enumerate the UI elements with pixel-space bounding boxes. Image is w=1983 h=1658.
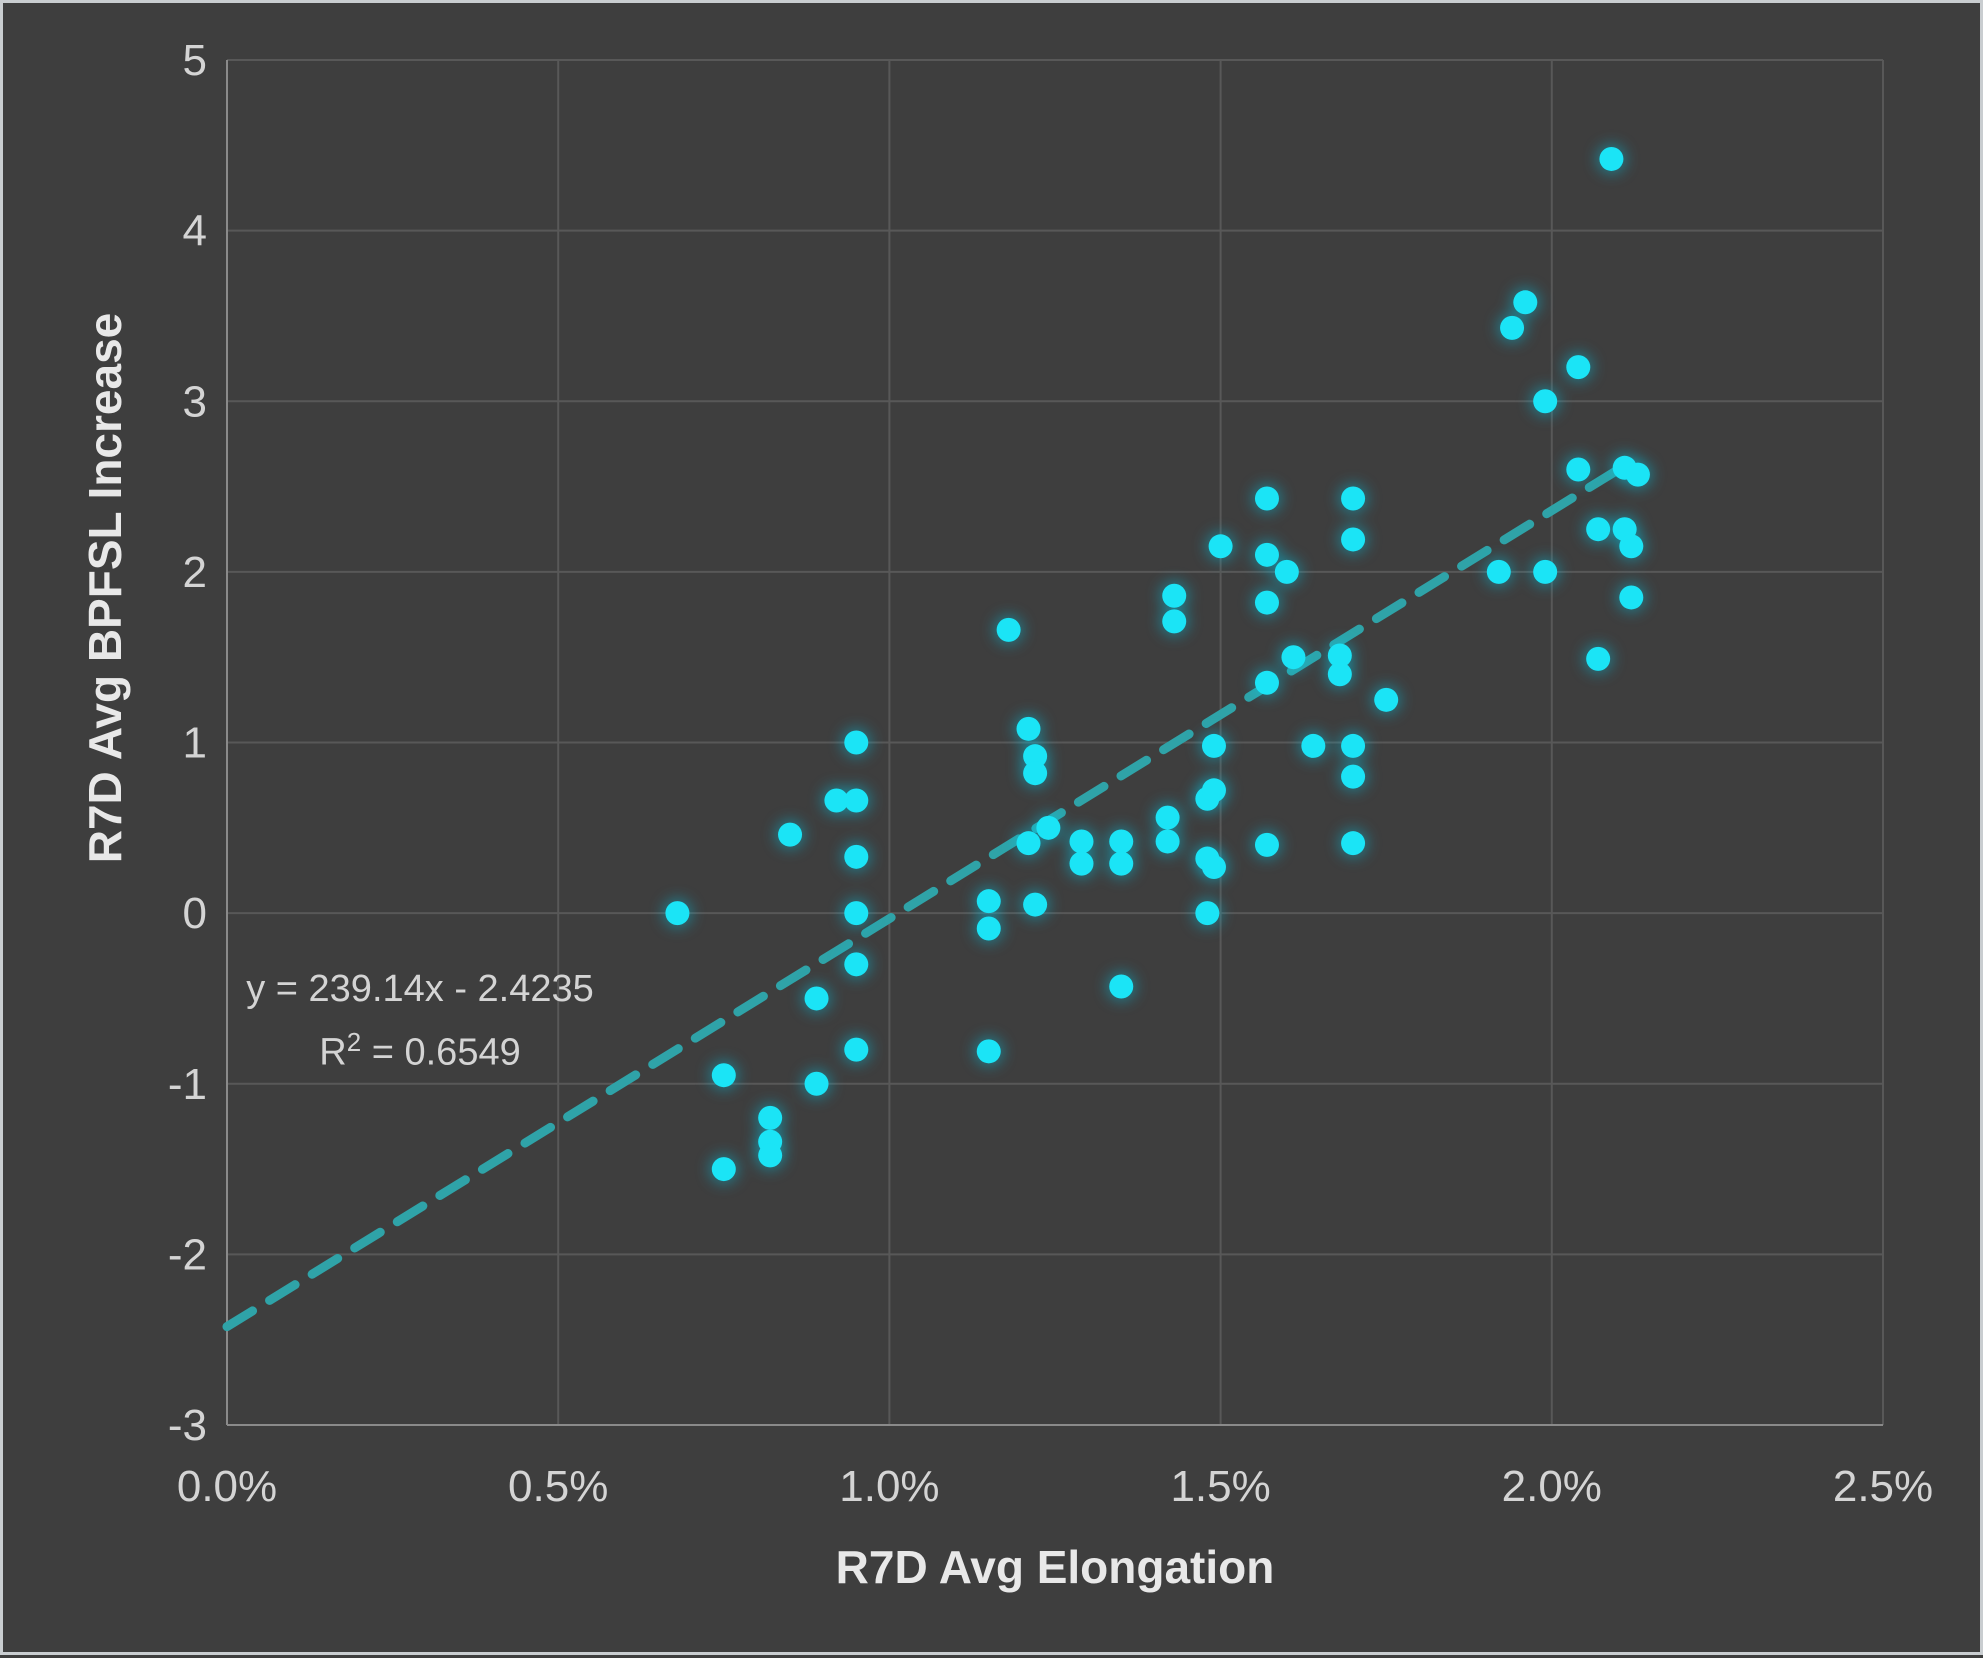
data-point <box>1162 609 1187 634</box>
data-point <box>1341 733 1366 758</box>
data-point <box>1341 831 1366 856</box>
data-point <box>1327 662 1352 687</box>
data-point <box>1016 716 1041 741</box>
data-point <box>1023 744 1048 769</box>
data-point <box>844 844 869 869</box>
data-point <box>1201 855 1226 880</box>
data-point <box>1254 486 1279 511</box>
gridlines <box>226 59 1884 1426</box>
x-tick-label: 0.0% <box>177 1462 277 1511</box>
x-tick-label: 0.5% <box>508 1462 608 1511</box>
x-tick-label: 2.0% <box>1502 1462 1602 1511</box>
data-point <box>1341 486 1366 511</box>
x-axis-title: R7D Avg Elongation <box>836 1541 1275 1593</box>
trendline-r-squared: R2 = 0.6549 <box>319 1027 521 1074</box>
y-tick-label: -1 <box>168 1060 207 1109</box>
data-point <box>1599 146 1624 171</box>
y-tick-label: -3 <box>168 1401 207 1450</box>
data-point <box>1586 517 1611 542</box>
x-axis-tick-labels: 0.0% 0.5% 1.0% 1.5% 2.0% 2.5% <box>177 1462 1933 1511</box>
data-point <box>1254 670 1279 695</box>
trendline <box>222 457 1635 1332</box>
data-point <box>1016 831 1041 856</box>
y-axis-title: R7D Avg BPFSL Increase <box>79 313 131 864</box>
data-point <box>1341 527 1366 552</box>
data-point <box>1281 645 1306 670</box>
data-point <box>1301 733 1326 758</box>
data-point <box>976 1039 1001 1064</box>
y-tick-label: 3 <box>183 377 207 426</box>
data-point <box>1327 643 1352 668</box>
data-point <box>1619 585 1644 610</box>
data-point <box>1374 687 1399 712</box>
y-axis-tick-labels: 5 4 3 2 1 0 -1 -2 -3 <box>168 36 207 1450</box>
y-tick-label: 0 <box>183 889 207 938</box>
data-point <box>824 788 849 813</box>
data-point <box>1625 462 1650 487</box>
data-point <box>1254 832 1279 857</box>
data-point <box>844 788 869 813</box>
data-point <box>665 901 690 926</box>
x-tick-label: 1.5% <box>1170 1462 1270 1511</box>
data-point <box>1069 829 1094 854</box>
trendline-equation: y = 239.14x - 2.4235 <box>246 968 594 1010</box>
data-point <box>1023 761 1048 786</box>
data-point <box>976 916 1001 941</box>
data-point <box>844 1037 869 1062</box>
y-tick-label: 1 <box>183 719 207 768</box>
data-point <box>711 1157 736 1182</box>
data-point <box>1586 646 1611 671</box>
data-point <box>1162 583 1187 608</box>
y-tick-label: 5 <box>183 36 207 85</box>
data-point <box>711 1063 736 1088</box>
data-point <box>844 952 869 977</box>
trendline-annotation: y = 239.14x - 2.4235 R2 = 0.6549 <box>170 963 670 1080</box>
data-point <box>1201 733 1226 758</box>
data-point <box>1109 829 1134 854</box>
data-point <box>804 986 829 1011</box>
y-tick-label: 4 <box>183 207 207 256</box>
data-point <box>1109 851 1134 876</box>
data-point <box>1533 389 1558 414</box>
data-point <box>1109 974 1134 999</box>
data-point <box>1155 829 1180 854</box>
data-point <box>996 617 1021 642</box>
data-point <box>1274 559 1299 584</box>
data-point <box>758 1105 783 1130</box>
data-point <box>1195 901 1220 926</box>
data-point <box>1566 355 1591 380</box>
data-points-layer <box>665 146 1650 1182</box>
data-point <box>1566 457 1591 482</box>
point-glow-layer <box>662 143 1653 1185</box>
data-point <box>1619 534 1644 559</box>
data-point <box>844 901 869 926</box>
data-point <box>1069 851 1094 876</box>
data-point <box>1201 778 1226 803</box>
data-point <box>976 889 1001 914</box>
data-point <box>1486 559 1511 584</box>
x-tick-label: 2.5% <box>1833 1462 1933 1511</box>
data-point <box>804 1071 829 1096</box>
scatter-chart: 0.0% 0.5% 1.0% 1.5% 2.0% 2.5% 5 4 3 2 1 0 -1 -2 -3 R7… <box>79 36 1933 1593</box>
data-point <box>1023 892 1048 917</box>
y-tick-label: -2 <box>168 1230 207 1279</box>
data-point <box>1155 805 1180 830</box>
data-point <box>1254 590 1279 615</box>
data-point <box>778 822 803 847</box>
data-point <box>1208 534 1233 559</box>
data-point <box>1254 542 1279 567</box>
data-point <box>1036 815 1061 840</box>
data-point <box>758 1143 783 1168</box>
data-point <box>1533 559 1558 584</box>
data-point <box>844 730 869 755</box>
data-point <box>1513 290 1538 315</box>
data-point <box>1341 764 1366 789</box>
y-tick-label: 2 <box>183 548 207 597</box>
x-tick-label: 1.0% <box>839 1462 939 1511</box>
data-point <box>1500 315 1525 340</box>
